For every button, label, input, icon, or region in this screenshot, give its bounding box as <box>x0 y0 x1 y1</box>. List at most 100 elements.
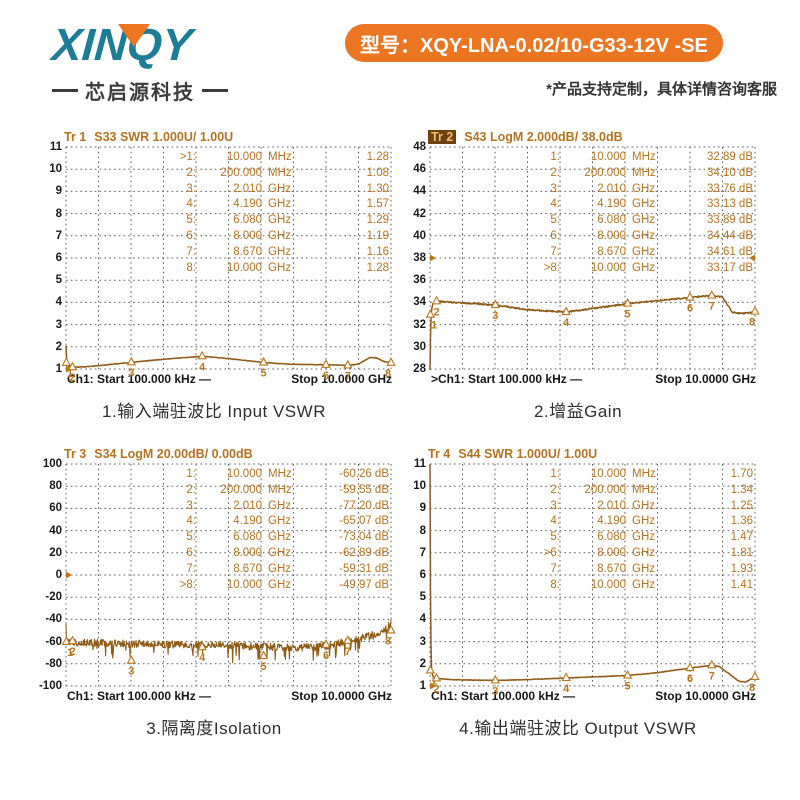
marker-number-label: 3 <box>492 310 498 322</box>
plot-svg: 1 2 3 4 5 6 7 8 <box>425 146 760 371</box>
y-tick-label: -80 <box>45 657 62 670</box>
marker-number-label: 7 <box>709 670 715 682</box>
y-tick-label: 30 <box>413 340 426 353</box>
y-tick-label: 6 <box>55 252 62 264</box>
marker-number-label: 2 <box>69 372 75 384</box>
brand-logo-text: XINQY <box>50 19 194 70</box>
marker-number-label: 2 <box>433 306 439 318</box>
marker-number-label: 8 <box>385 635 391 647</box>
marker-number-label: 4 <box>563 683 570 695</box>
trace-params: S34 LogM 20.00dB/ 0.00dB <box>94 447 253 461</box>
chart-gain: Tr 2 S43 LogM 2.000dB/ 38.0dB 48 46 44 42 40 3… <box>400 130 760 422</box>
trace-label: Tr 2 <box>428 130 457 144</box>
marker-number-label: 6 <box>687 303 693 315</box>
marker-number-label: 5 <box>261 368 267 380</box>
chart-body: 48 46 44 42 40 38 36 34 32 30 28 1 2 3 4 5 6 7 8 1: 10.000 M… <box>400 141 760 375</box>
ref-level-arrow-icon <box>430 254 436 262</box>
trace-line <box>429 294 756 371</box>
y-tick-label: 28 <box>413 363 426 375</box>
marker-triangle-icon <box>622 297 633 307</box>
marker-number-label: 3 <box>492 685 498 697</box>
marker-number-label: 4 <box>199 652 206 664</box>
trace-line <box>429 464 756 683</box>
marker-number-label: 6 <box>323 650 329 662</box>
sweep-stop-label: Stop 10.0000 GHz <box>291 372 392 386</box>
marker-triangle-icon <box>61 636 72 645</box>
marker-number-label: 5 <box>625 681 631 693</box>
marker-number-label: 4 <box>199 361 206 373</box>
y-tick-label: 10 <box>49 163 62 176</box>
y-tick-label: 5 <box>55 274 62 287</box>
brand-logo: XINQY 芯启源科技 <box>50 19 262 105</box>
y-axis-labels: 48 46 44 42 40 38 36 34 32 30 28 <box>400 141 430 375</box>
marker-triangle-icon <box>622 669 633 679</box>
y-tick-label: 4 <box>55 296 62 309</box>
trace-title: Tr 2 S43 LogM 2.000dB/ 38.0dB <box>428 130 756 147</box>
y-tick-label: 36 <box>413 274 426 287</box>
chart-output-vswr: Tr 4 S44 SWR 1.000U/ 1.00U 11 10 9 8 7 6 5 4 3 2 1 … <box>400 447 760 739</box>
y-tick-label: 3 <box>55 318 62 331</box>
marker-triangle-icon <box>197 641 207 651</box>
y-tick-label: 11 <box>49 141 62 153</box>
marker-triangle-icon <box>343 635 353 644</box>
chart-input-vswr: Tr 1 S33 SWR 1.000U/ 1.00U 11 10 9 8 7 6 5 4 3 2 1 … <box>36 130 396 422</box>
chart-caption: 4.输出端驻波比 Output VSWR <box>459 719 697 738</box>
brand-logo-subtitle: 芯启源科技 <box>52 76 262 105</box>
trace-params: S44 SWR 1.000U/ 1.00U <box>458 447 598 461</box>
y-tick-label: -100 <box>38 680 62 692</box>
marker-triangle-icon <box>750 305 760 315</box>
marker-number-label: 3 <box>128 666 134 678</box>
y-tick-label: 4 <box>419 613 426 626</box>
y-tick-label: 2 <box>419 657 426 670</box>
x-axis-footer: Ch1: Start 100.000 kHz — Stop 10.0000 GH… <box>36 689 392 704</box>
y-axis-labels: 11 10 9 8 7 6 5 4 3 2 1 <box>36 141 66 375</box>
y-tick-label: -60 <box>45 635 62 648</box>
marker-triangle-icon <box>685 662 695 672</box>
brand-logo-triangle-icon <box>118 24 150 47</box>
marker-triangle-icon <box>490 674 501 684</box>
trace-label: Tr 1 <box>64 130 87 144</box>
sweep-start-label: >Ch1: Start 100.000 kHz — <box>431 372 583 386</box>
marker-triangle-icon <box>431 295 442 305</box>
brand-logo-subtext: 芯启源科技 <box>85 82 195 104</box>
marker-number-label: 1 <box>67 368 73 380</box>
y-tick-label: 38 <box>413 252 426 264</box>
marker-number-label: 1 <box>67 647 73 659</box>
sweep-stop-label: Stop 10.0000 GHz <box>291 689 392 703</box>
chart-isolation: Tr 3 S34 LogM 20.00dB/ 0.00dB 100 80 60 40 20… <box>36 447 396 739</box>
marker-triangle-icon <box>67 361 78 371</box>
sweep-stop-label: Stop 10.0000 GHz <box>655 372 756 386</box>
marker-number-label: 3 <box>128 367 134 379</box>
model-number-badge: 型号：XQY-LNA-0.02/10-G33-12V -SE <box>345 24 723 62</box>
y-tick-label: 7 <box>55 229 62 242</box>
marker-triangle-icon <box>343 359 353 369</box>
y-tick-label: 1 <box>55 363 62 375</box>
y-axis-labels: 11 10 9 8 7 6 5 4 3 2 1 <box>400 458 430 692</box>
marker-triangle-icon <box>386 357 396 366</box>
y-tick-label: 80 <box>49 480 62 493</box>
x-axis-footer: >Ch1: Start 100.000 kHz — Stop 10.0000 G… <box>400 372 756 387</box>
sweep-start-label: Ch1: Start 100.000 kHz — <box>431 689 576 703</box>
trace-params: S43 LogM 2.000dB/ 38.0dB <box>464 130 623 144</box>
trace-label: Tr 3 <box>64 447 87 461</box>
plot-area: 1 2 3 4 5 6 7 8 >1: 10.000 MHz 1.28 2: 200.000 MHz 1.08… <box>61 146 396 384</box>
y-tick-label: 3 <box>419 635 426 648</box>
marker-triangle-icon <box>258 650 269 660</box>
y-tick-label: 46 <box>413 163 426 176</box>
plot-area: 1 2 3 4 5 6 7 8 1: 10.000 MHz 32.89 dB 2: 200.000 MHz 3… <box>425 146 760 371</box>
y-tick-label: -40 <box>45 613 62 626</box>
y-tick-label: 9 <box>419 502 426 515</box>
marker-triangle-icon <box>561 672 571 682</box>
y-tick-label: 48 <box>413 141 426 153</box>
marker-triangle-icon <box>425 664 436 674</box>
y-tick-label: 32 <box>413 318 426 331</box>
y-tick-label: 42 <box>413 207 426 220</box>
marker-triangle-icon <box>321 639 331 648</box>
marker-number-label: 7 <box>345 370 351 382</box>
trace-line <box>65 345 392 369</box>
sweep-stop-label: Stop 10.0000 GHz <box>655 689 756 703</box>
y-tick-label: 8 <box>55 207 62 220</box>
marker-number-label: 7 <box>345 646 351 658</box>
y-tick-label: -20 <box>45 591 62 604</box>
